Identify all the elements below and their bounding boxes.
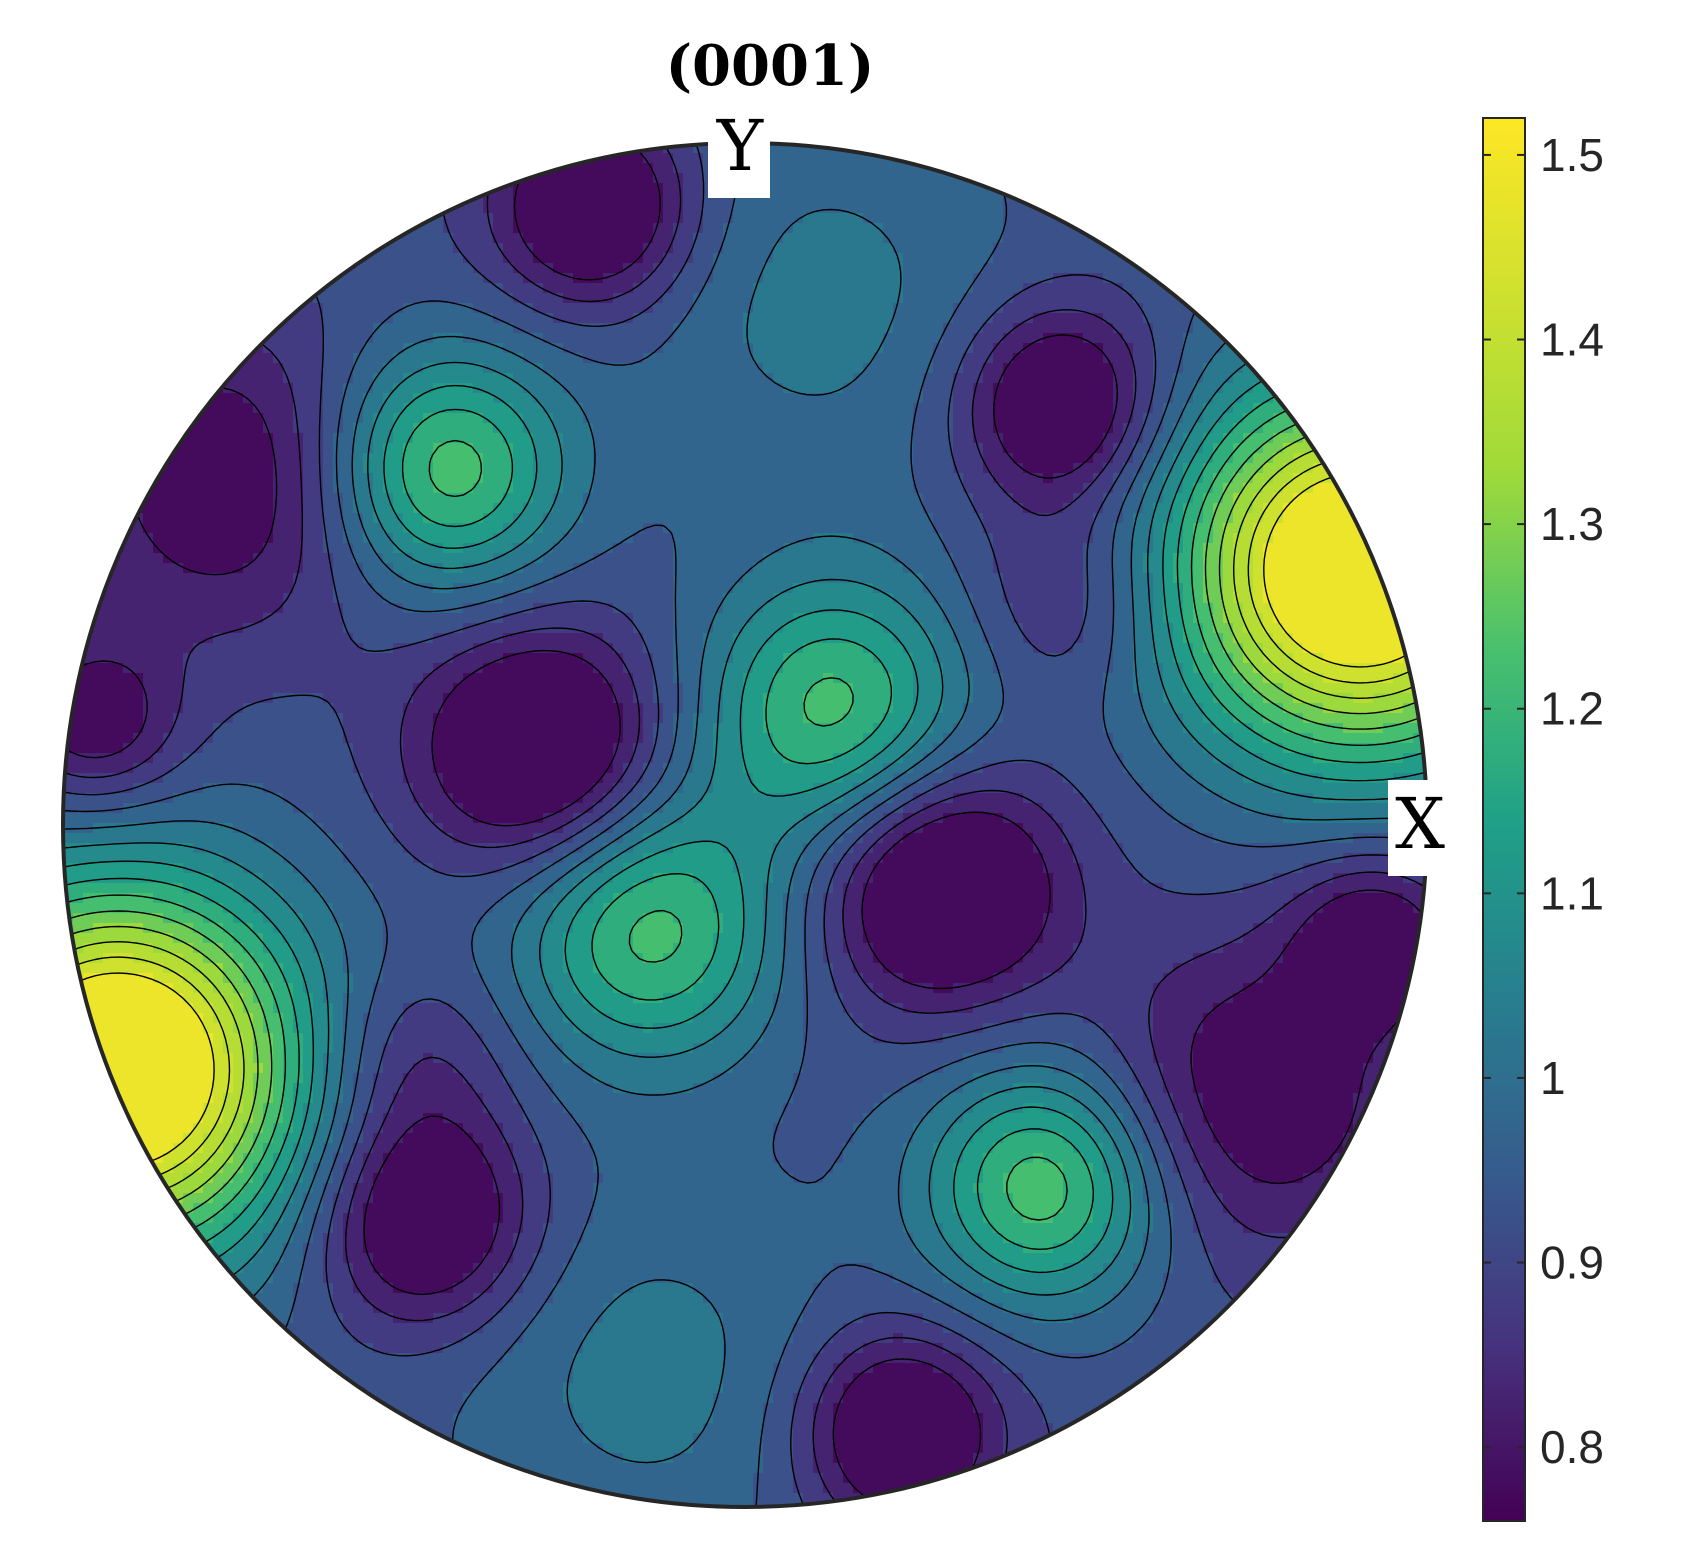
colorbar-tick-label: 1 [1540, 1052, 1566, 1104]
colorbar-tick-label: 1.3 [1540, 498, 1604, 550]
contour-band [63, 143, 1427, 1507]
colorbar-tick-label: 1.5 [1540, 129, 1604, 181]
colorbar-tick-label: 0.8 [1540, 1421, 1604, 1473]
x-axis-label: X [1395, 783, 1445, 865]
contour-band [63, 143, 1427, 1503]
contour-band [63, 143, 1427, 1507]
contour-field [63, 143, 1427, 1507]
contour-band [63, 363, 1427, 1293]
contour-band [73, 473, 1413, 1163]
colorbar-tick-label: 0.9 [1540, 1237, 1604, 1289]
contour-line [63, 208, 1427, 1464]
x-label-box [1388, 780, 1448, 876]
chart-title: (0001) [666, 33, 875, 99]
y-axis-label: Y [716, 105, 764, 187]
colorbar-ticks: 0.8 0.9 1 1.1 1.2 1.3 1.4 1.5 [1483, 129, 1604, 1473]
y-label-box [708, 112, 770, 198]
colorbar [1482, 117, 1526, 1522]
colorbar-tick-label: 1.1 [1540, 867, 1604, 919]
colorbar-tick-label: 1.4 [1540, 314, 1604, 366]
colorbar-tick-label: 1.2 [1540, 683, 1604, 735]
